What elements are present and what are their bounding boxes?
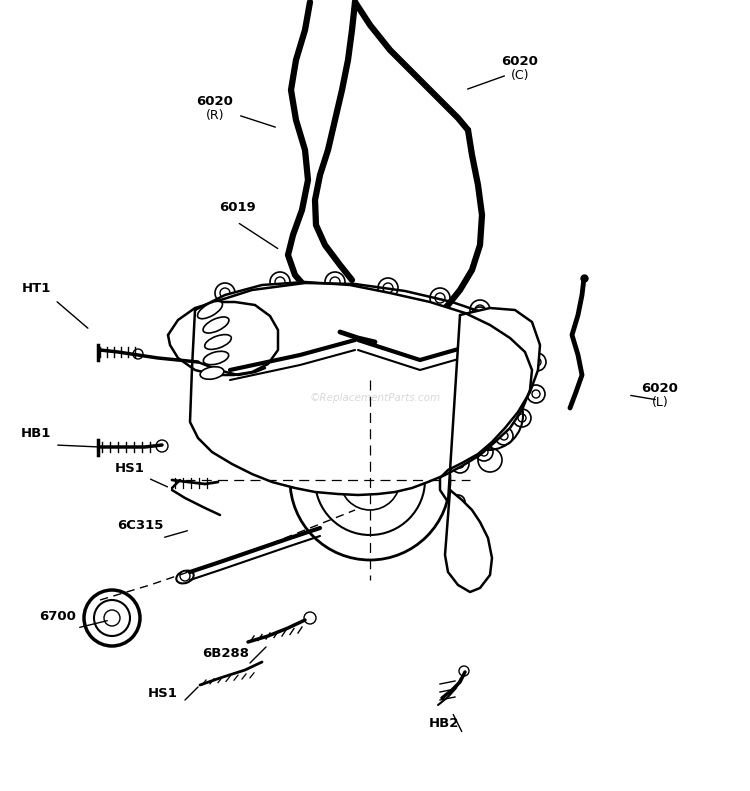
Text: HS1: HS1 [115, 462, 145, 475]
Text: 6020: 6020 [196, 95, 233, 108]
Text: HB2: HB2 [429, 717, 459, 730]
Text: HB1: HB1 [21, 427, 51, 440]
Circle shape [133, 349, 143, 359]
Circle shape [180, 571, 190, 581]
Text: ©ReplacementParts.com: ©ReplacementParts.com [310, 393, 440, 403]
Ellipse shape [197, 301, 223, 319]
Circle shape [532, 390, 540, 398]
Circle shape [477, 537, 483, 543]
Circle shape [510, 323, 520, 333]
Text: 6700: 6700 [40, 610, 76, 623]
Text: 6020: 6020 [641, 382, 679, 395]
Circle shape [383, 283, 393, 293]
Circle shape [500, 432, 508, 440]
Polygon shape [445, 490, 492, 592]
Text: 6020: 6020 [502, 55, 538, 68]
Text: HT1: HT1 [21, 282, 51, 295]
Circle shape [455, 499, 461, 505]
Circle shape [330, 277, 340, 287]
Circle shape [156, 440, 168, 452]
Text: HS1: HS1 [148, 687, 178, 700]
Ellipse shape [203, 351, 229, 365]
Ellipse shape [200, 367, 223, 379]
Text: (C): (C) [511, 69, 530, 82]
Circle shape [467, 572, 473, 578]
Circle shape [435, 293, 445, 303]
Circle shape [475, 305, 485, 315]
Polygon shape [190, 282, 532, 495]
Circle shape [220, 288, 230, 298]
Circle shape [275, 277, 285, 287]
Circle shape [459, 666, 469, 676]
Polygon shape [440, 308, 540, 502]
Circle shape [521, 332, 529, 340]
Text: 6C315: 6C315 [117, 519, 164, 532]
Circle shape [456, 460, 464, 468]
Circle shape [476, 312, 484, 320]
Polygon shape [168, 302, 278, 375]
Circle shape [480, 448, 488, 456]
Text: 6019: 6019 [219, 201, 255, 214]
Circle shape [518, 414, 526, 422]
Text: (L): (L) [652, 396, 668, 409]
Circle shape [352, 332, 364, 344]
Text: (R): (R) [206, 109, 224, 122]
Circle shape [360, 470, 380, 490]
Ellipse shape [205, 335, 231, 350]
Circle shape [533, 358, 541, 366]
Ellipse shape [203, 317, 229, 333]
Text: 6B288: 6B288 [202, 647, 250, 660]
Circle shape [304, 612, 316, 624]
